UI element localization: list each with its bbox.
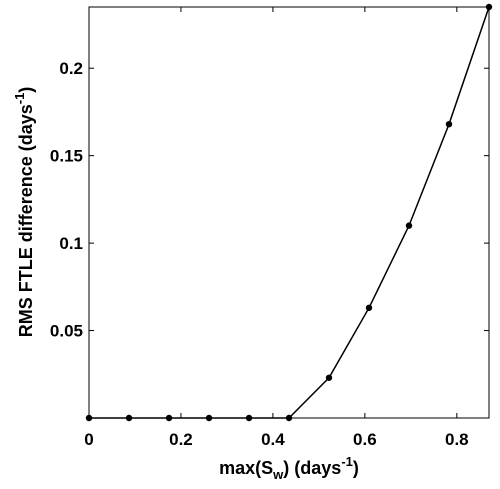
y-axis-label-superscript: -1 — [12, 93, 27, 105]
x-tick-label: 0.4 — [261, 430, 285, 449]
data-point — [365, 304, 373, 312]
y-tick-labels: 0.05 0.1 0.15 0.2 — [50, 59, 83, 340]
plot-frame — [88, 6, 490, 419]
x-tick-label: 0.2 — [169, 430, 193, 449]
x-tick-labels: 0 0.2 0.4 0.6 0.8 — [84, 430, 468, 449]
x-axis-label-subscript: w — [272, 467, 284, 482]
series-layer — [85, 3, 493, 422]
y-tick-label: 0.1 — [59, 234, 83, 253]
data-point — [405, 222, 413, 229]
y-axis-label: RMS FTLE difference (days-1) — [12, 87, 36, 338]
x-tick-label: 0.6 — [353, 430, 377, 449]
data-point — [245, 414, 253, 422]
x-tick-label: 0 — [84, 430, 93, 449]
y-tick-label: 0.05 — [50, 322, 83, 341]
x-tick-label: 0.8 — [445, 430, 469, 449]
data-point — [445, 120, 453, 128]
data-point — [85, 414, 93, 422]
data-point — [485, 3, 493, 11]
y-tick-label: 0.15 — [50, 147, 83, 166]
data-point — [285, 414, 293, 422]
data-point — [205, 414, 213, 422]
x-axis-label: max(Sw) (days-1) — [219, 454, 359, 482]
y-tick-label: 0.2 — [59, 59, 83, 78]
data-point — [325, 374, 333, 381]
x-axis-label-superscript: -1 — [341, 454, 353, 469]
data-point — [125, 414, 133, 422]
data-point — [165, 414, 173, 422]
tick-marks — [88, 7, 489, 418]
